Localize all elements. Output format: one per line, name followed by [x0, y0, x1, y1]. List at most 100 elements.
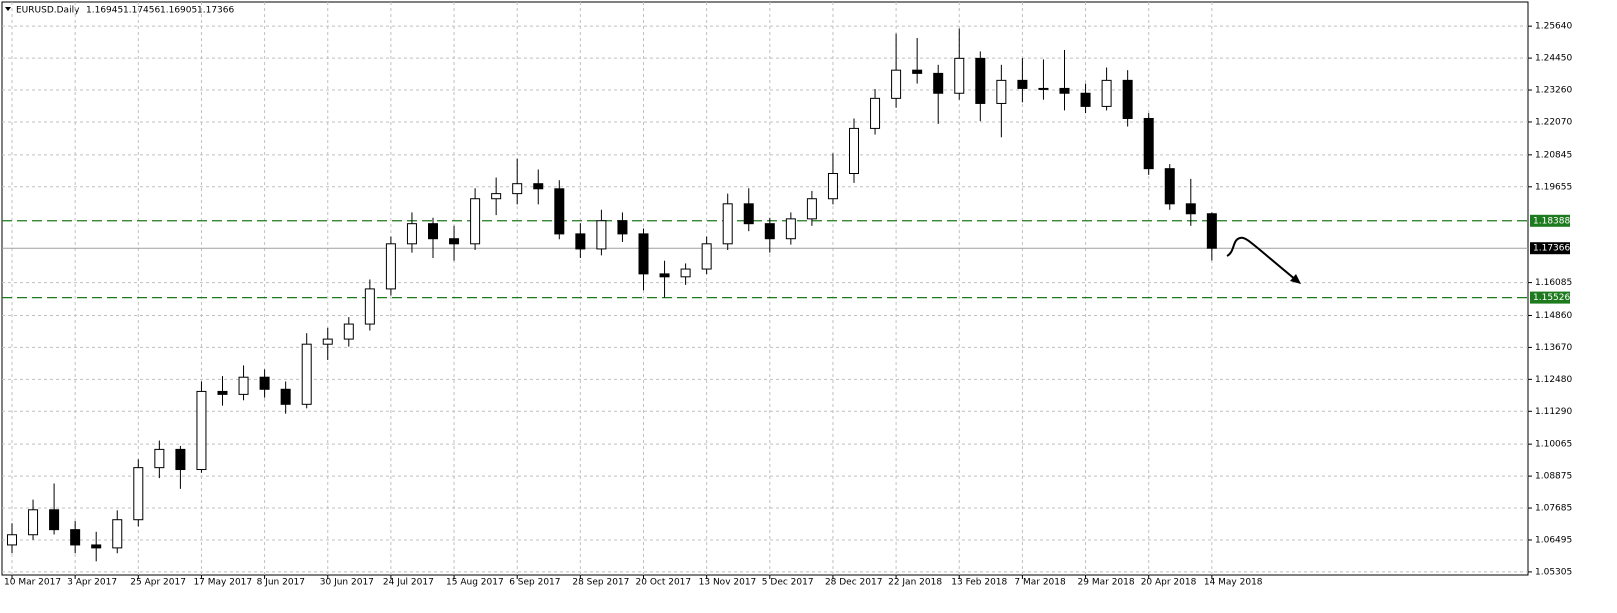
candle-body [259, 376, 270, 390]
y-tick-label: 1.08875 [1535, 472, 1572, 482]
quote-close: 1.17366 [197, 6, 234, 16]
quote-low: 1.16905 [160, 6, 197, 16]
candle-body [7, 534, 17, 546]
candle-body [91, 544, 102, 549]
candle-body [322, 338, 333, 345]
candle-body [827, 172, 838, 200]
candle-body [364, 288, 375, 325]
candle-body [638, 233, 649, 275]
candle-body [870, 97, 881, 129]
y-tick-label: 1.20845 [1535, 150, 1572, 160]
y-tick-label: 1.13670 [1535, 343, 1572, 353]
last-price-box [1530, 242, 1570, 255]
candle-body [470, 198, 481, 245]
candle-body [680, 268, 691, 278]
y-tick-label: 1.19655 [1535, 182, 1572, 192]
candle-body [280, 388, 291, 405]
candle-body [933, 72, 944, 94]
x-tick-label: 29 Mar 2018 [1078, 578, 1135, 588]
candle-body [806, 198, 817, 220]
candle-body [575, 233, 586, 250]
candle-body [596, 220, 607, 250]
forecast-arrow [1226, 236, 1297, 281]
candle-body [238, 376, 249, 395]
candle-body [1185, 203, 1196, 215]
candle-body [1101, 79, 1112, 107]
chart-title: EURUSD.Daily [16, 6, 80, 16]
candle-body [70, 529, 81, 546]
x-tick-label: 30 Jun 2017 [320, 578, 374, 588]
x-tick-label: 7 Mar 2018 [1014, 578, 1066, 588]
candle-body [1038, 87, 1049, 90]
x-tick-label: 6 Sep 2017 [509, 578, 560, 588]
y-tick-label: 1.06495 [1535, 535, 1572, 545]
candle-body [849, 127, 859, 174]
candle-body [428, 223, 438, 240]
candle-body [301, 343, 312, 405]
y-tick-label: 1.07685 [1535, 504, 1572, 514]
forecast-arrowhead [1290, 274, 1301, 284]
candle-body [196, 390, 207, 471]
candle-body [49, 509, 60, 531]
candle-body [112, 519, 123, 549]
candle-body [1143, 117, 1154, 170]
plot-frame [1, 1, 1529, 576]
x-tick-label: 10 Mar 2017 [4, 578, 61, 588]
candle-body [385, 243, 396, 290]
x-tick-label: 14 May 2018 [1204, 578, 1263, 588]
candle-body [764, 223, 775, 240]
candle-body [659, 273, 670, 278]
candle-body [491, 193, 502, 200]
candle-body [743, 203, 754, 225]
candle-body [975, 57, 986, 104]
y-tick-label: 1.14860 [1535, 311, 1572, 321]
y-tick-label: 1.23260 [1535, 86, 1572, 96]
x-tick-label: 28 Dec 2017 [825, 578, 883, 588]
x-tick-label: 5 Dec 2017 [762, 578, 814, 588]
candle-body [722, 203, 733, 245]
candle-body [28, 509, 39, 536]
x-tick-label: 24 Jul 2017 [383, 578, 434, 588]
x-tick-label: 22 Jan 2018 [888, 578, 942, 588]
candle-body [1122, 79, 1133, 119]
level-label: 1.15526 [1533, 293, 1570, 303]
y-tick-label: 1.10065 [1535, 440, 1572, 450]
y-tick-label: 1.12480 [1535, 375, 1572, 385]
candle-body [996, 79, 1007, 104]
candle-body [406, 223, 417, 245]
candle-body [701, 243, 712, 270]
candle-body [343, 323, 354, 340]
x-tick-label: 17 May 2017 [193, 578, 252, 588]
x-tick-label: 20 Oct 2017 [636, 578, 692, 588]
candle-body [912, 69, 923, 74]
quote-open: 1.16945 [86, 6, 123, 16]
last-price-label: 1.17366 [1533, 244, 1570, 254]
y-tick-label: 1.22070 [1535, 117, 1572, 127]
x-tick-label: 20 Apr 2018 [1141, 578, 1197, 588]
candle-body [785, 218, 796, 240]
x-tick-label: 3 Apr 2017 [67, 578, 117, 588]
x-tick-label: 15 Aug 2017 [446, 578, 504, 588]
candle-body [449, 238, 460, 245]
candle-body [217, 390, 228, 395]
candle-body [1164, 168, 1175, 205]
candle-body [175, 448, 186, 471]
candle-body [617, 220, 628, 235]
quote-high: 1.17456 [123, 6, 160, 16]
menu-triangle [5, 7, 11, 11]
x-tick-label: 13 Nov 2017 [699, 578, 757, 588]
candle-body [1017, 79, 1028, 89]
plot-layer: 1.25640 1.24450 1.23260 1.22070 1.20845 1.196… [2, 2, 1572, 588]
y-tick-label: 1.24450 [1535, 54, 1572, 64]
candle-body [1080, 92, 1091, 107]
x-tick-label: 25 Apr 2017 [130, 578, 186, 588]
y-tick-label: 1.25640 [1535, 22, 1572, 32]
x-tick-label: 28 Sep 2017 [572, 578, 629, 588]
candle-body [154, 448, 165, 469]
level-label: 1.18388 [1533, 216, 1570, 226]
y-tick-label: 1.05305 [1535, 567, 1572, 577]
candle-body [554, 188, 565, 235]
candle-body [1206, 213, 1217, 249]
x-tick-label: 13 Feb 2018 [951, 578, 1007, 588]
